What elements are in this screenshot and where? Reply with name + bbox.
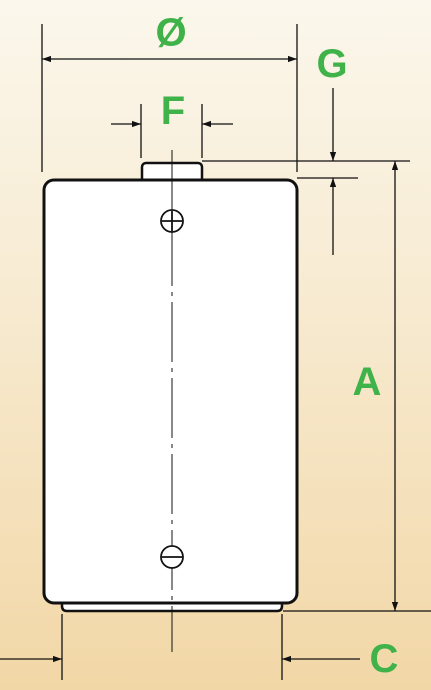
positive-symbol xyxy=(160,209,184,233)
diameter-dimension: Ø xyxy=(41,11,298,172)
bottom-offset-label: C xyxy=(370,637,399,681)
height-dimension: A xyxy=(283,161,431,612)
terminal-width-label: F xyxy=(161,89,185,133)
negative-symbol xyxy=(160,545,184,569)
diameter-label: Ø xyxy=(155,11,186,55)
terminal-height-label: G xyxy=(316,42,347,86)
terminal-width-dimension: F xyxy=(111,89,233,158)
terminal-height-dimension: G xyxy=(202,42,410,255)
bottom-offset-dimension: C xyxy=(0,614,398,681)
battery-cell xyxy=(42,150,299,652)
battery-body xyxy=(42,178,299,605)
height-label: A xyxy=(353,360,382,404)
